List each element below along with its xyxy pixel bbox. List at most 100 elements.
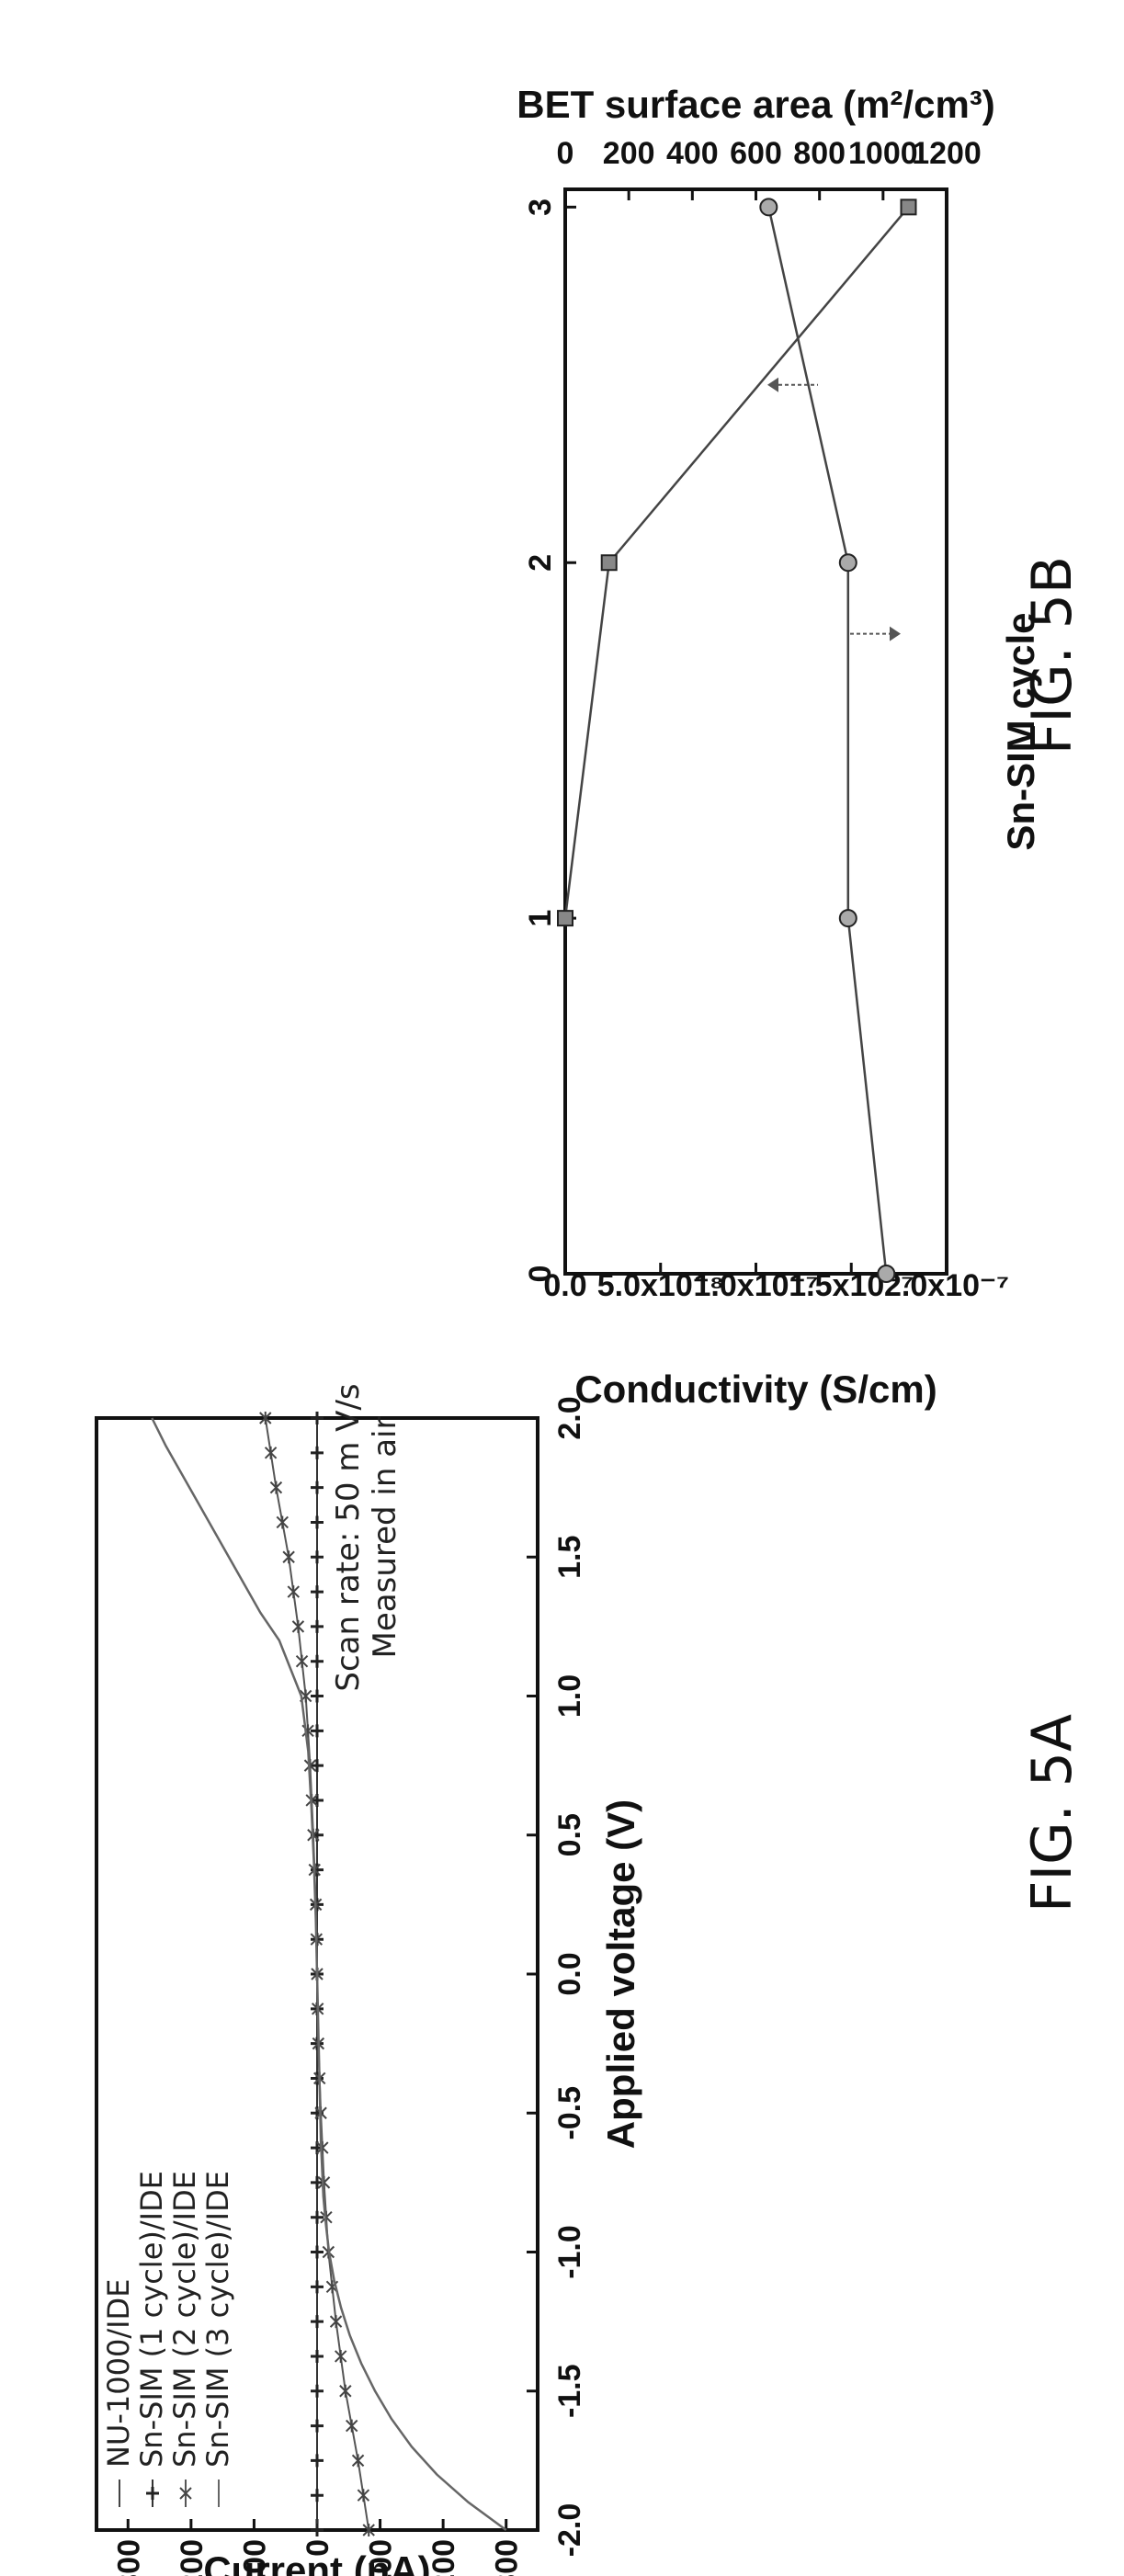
- chart-5a-x-tick-label: 1.0: [552, 1674, 587, 1718]
- chart-5a-y-tick-label: -100: [364, 2539, 399, 2576]
- chart-5b-frame: [563, 187, 948, 1276]
- right-axis-arrow-head: [767, 377, 778, 392]
- chart-5a-y-tick-label: 300: [111, 2539, 146, 2576]
- chart-5a-series-1-marker: [311, 1724, 324, 1738]
- chart-5a-x-tick-label: 1.5: [552, 1536, 587, 1579]
- chart-5b-y2-tick-label: 400: [666, 136, 719, 171]
- chart-5b-circle-marker: [759, 198, 778, 217]
- chart-5b-y2label: BET surface area (m²/cm³): [517, 83, 995, 126]
- chart-5a-ticks: -2.0 -1.5 -1.0 -0.5 0.0 0.5 1.0 1.5 2.0 -300 -200-…: [111, 1396, 587, 2576]
- chart-5a-series-2-marker: [259, 1412, 272, 1424]
- chart-5a-series-2-marker: [276, 1515, 289, 1529]
- chart-5a-series-2-marker: [339, 2384, 352, 2398]
- chart-5b-square-marker: [600, 554, 618, 572]
- chart-5a-x-tick-label: -2.0: [552, 2503, 587, 2558]
- chart-5a-series-1-marker: [311, 1515, 324, 1529]
- chart-5b-arrows: [767, 377, 901, 641]
- chart-5a-legend-label: Sn-SIM (3 cycle)/IDE: [200, 2171, 235, 2468]
- chart-5a-x-tick-label: -1.0: [552, 2225, 587, 2279]
- chart-5a-series-1-marker: [311, 2245, 324, 2259]
- chart-5a-y-tick-label: -200: [426, 2539, 461, 2576]
- chart-5b-y2-tick-label: 1000: [848, 136, 918, 171]
- chart-5a-series-1-marker: [311, 1619, 324, 1633]
- chart-5a-series-2-marker: [291, 1619, 305, 1633]
- chart-5a-series-1-marker: [311, 1585, 324, 1599]
- chart-5a-x-tick-label: 2.0: [552, 1396, 587, 1439]
- chart-5a-series-2-marker: [264, 1446, 278, 1459]
- chart-5a-series-2-marker: [329, 2315, 343, 2329]
- chart-5a-series-1-marker: [311, 1446, 324, 1459]
- chart-5a-series-2-marker: [287, 1585, 300, 1599]
- chart-5a-series-1-marker: [311, 1654, 324, 1668]
- chart-5b-y-tick-label: 1.0x10⁻⁷: [694, 1268, 819, 1303]
- chart-5a-legend-label: Sn-SIM (2 cycle)/IDE: [167, 2171, 202, 2468]
- chart-5b-y2-tick-label: 600: [730, 136, 782, 171]
- chart-5a-series-1-marker: [311, 1863, 324, 1877]
- chart-5b-xlabel: Sn-SIM cycle: [999, 612, 1042, 850]
- chart-5a-xlabel: Applied voltage (V): [599, 1799, 642, 2149]
- chart-5a-legend-label: NU-1000/IDE: [101, 2279, 136, 2468]
- chart-5b-x-tick-label: 2: [523, 554, 558, 572]
- chart-5b-y2-tick-label: 0: [557, 136, 574, 171]
- chart-5b-series: [557, 198, 917, 1283]
- chart-5b-y-tick-label: 2.0x10⁻⁷: [884, 1268, 1009, 1303]
- chart-5a-series-2-marker: [351, 2454, 365, 2468]
- chart-5a-series-1-marker: [311, 1412, 324, 1424]
- chart-5a-series-1-marker: [311, 2175, 324, 2189]
- chart-5a-series-2-marker: [269, 1481, 283, 1494]
- chart-5a-series-1-marker: [311, 1689, 324, 1703]
- chart-5a-series-1-marker: [311, 2349, 324, 2363]
- chart-5b-circle-marker: [838, 553, 857, 573]
- chart-5b-circle-marker: [838, 909, 857, 928]
- chart-5a-series-1-marker: [311, 1550, 324, 1564]
- chart-5a-y-tick-label: 200: [175, 2539, 210, 2576]
- chart-5a-series-2-marker: [346, 2419, 358, 2433]
- figure-label-5a: FIG. 5A: [1020, 1714, 1084, 1912]
- chart-5b-x-tick-label: 1: [523, 910, 558, 927]
- chart-5a-legend-marker: [179, 2487, 192, 2500]
- chart-5a-annotation-measured: Measured in air: [367, 1417, 403, 1659]
- chart-5b-y2-tick-label: 800: [793, 136, 846, 171]
- chart-5a-series-1-marker: [311, 2315, 324, 2329]
- chart-5b-y-tick-label: 5.0x10⁻⁸: [597, 1268, 724, 1303]
- chart-5a: -2.0 -1.5 -1.0 -0.5 0.0 0.5 1.0 1.5 2.0 -300 -200-…: [95, 1383, 1084, 2576]
- chart-5a-series-line: [151, 1417, 507, 2532]
- chart-5b-square-marker: [557, 910, 573, 927]
- chart-5a-x-tick-label: 0.5: [552, 1813, 587, 1856]
- chart-5a-series-1-marker: [311, 2071, 324, 2085]
- left-axis-arrow-head: [890, 626, 901, 641]
- chart-5a-x-tick-label: -0.5: [552, 2086, 587, 2140]
- chart-5b-y2-tick-label: 200: [603, 136, 655, 171]
- chart-5a-legend-marker: [146, 2487, 159, 2500]
- figure-label-5b: FIG. 5B: [1020, 556, 1084, 755]
- chart-5a-legend-label: Sn-SIM (1 cycle)/IDE: [134, 2171, 169, 2468]
- chart-5a-series-1-marker: [311, 2280, 324, 2294]
- chart-5b-square-marker: [900, 199, 917, 216]
- chart-5a-series-1-marker: [311, 2384, 324, 2398]
- chart-5a-x-tick-label: 0.0: [552, 1952, 587, 1995]
- chart-5a-series-2-marker: [335, 2349, 347, 2363]
- chart-5b-x-tick-label: 3: [523, 199, 558, 216]
- chart-5a-y-tick-label: -300: [490, 2539, 525, 2576]
- chart-5b-series-line: [767, 207, 888, 1275]
- chart-5b-ylabel: Conductivity (S/cm): [574, 1367, 937, 1411]
- chart-5a-series-1-marker: [311, 1481, 324, 1494]
- chart-5b-circle-marker: [877, 1265, 896, 1283]
- chart-5a-series-1-marker: [311, 2210, 324, 2224]
- chart-5a-series-2-marker: [282, 1550, 295, 1564]
- chart-5a-annotation-scan-rate: Scan rate: 50 m V/s: [330, 1383, 367, 1691]
- chart-5a-series-2-marker: [362, 2524, 375, 2536]
- chart-5a-y-tick-label: 100: [237, 2539, 272, 2576]
- chart-5a-y-tick-label: 0: [301, 2539, 335, 2557]
- chart-5a-series-1-marker: [311, 2489, 324, 2502]
- chart-5a-series-2-marker: [295, 1654, 309, 1668]
- chart-5a-series-1-marker: [311, 1759, 324, 1773]
- chart-5a-series-1-marker: [311, 2524, 324, 2536]
- chart-5b-y-tick-label: 0.0: [543, 1268, 586, 1303]
